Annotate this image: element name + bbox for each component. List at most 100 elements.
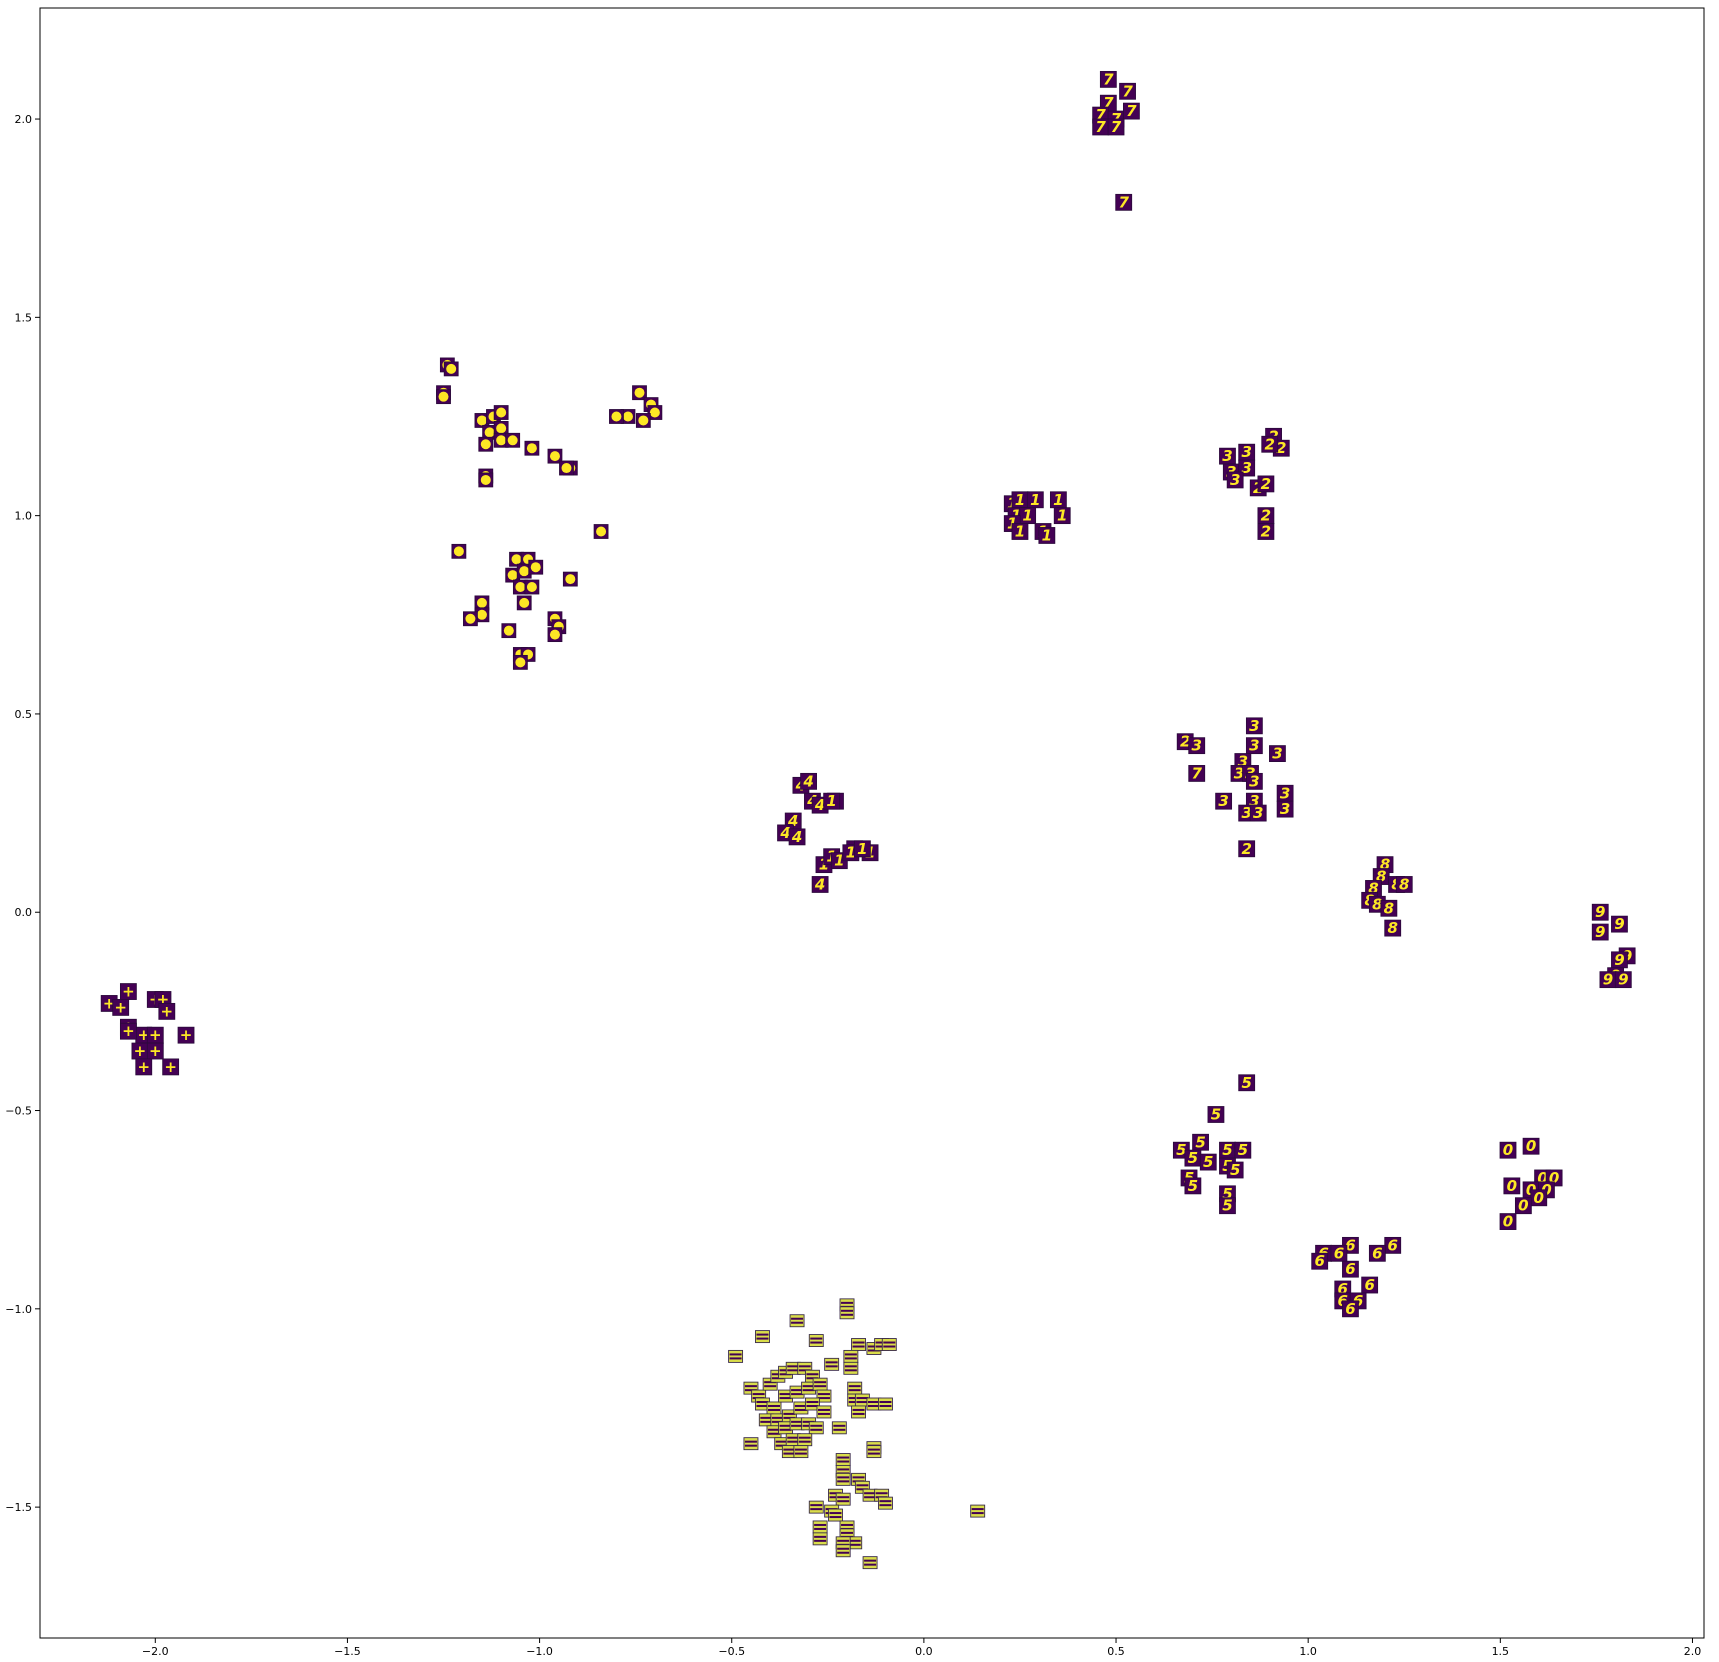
- data-point-marker: [728, 1349, 744, 1363]
- marker-bar-top: [867, 1401, 880, 1404]
- marker-digit-label: 3: [1241, 804, 1251, 822]
- marker-bar-bottom: [775, 1444, 788, 1447]
- marker-digit-label: 3: [1222, 447, 1232, 465]
- marker-dot-glyph: [549, 451, 560, 462]
- marker-thumbnail: [1361, 1276, 1379, 1294]
- marker-bar-top: [798, 1436, 811, 1439]
- marker-digit-label: 0: [1503, 1141, 1513, 1159]
- marker-thumbnail: [1330, 1244, 1348, 1262]
- marker-bar-bottom: [883, 1345, 896, 1348]
- marker-digit-label: 6: [1338, 1280, 1348, 1298]
- marker-bar-top: [848, 1397, 861, 1400]
- marker-bar-bottom: [760, 1420, 773, 1423]
- data-markers: 7777777771111111111122222222233333333333…: [100, 70, 1636, 1570]
- marker-digit-label: 3: [1230, 471, 1240, 489]
- marker-bar-top: [837, 1476, 850, 1479]
- marker-digit-label: 9: [1595, 923, 1605, 941]
- data-point-marker: [793, 1445, 809, 1459]
- data-point-marker: 6: [1368, 1244, 1386, 1262]
- marker-bar-top: [864, 1492, 877, 1495]
- marker-thumbnail: [1395, 876, 1413, 893]
- marker-bar-bottom: [779, 1373, 792, 1376]
- data-point-marker: [816, 1405, 832, 1419]
- marker-bar-bottom: [875, 1345, 888, 1348]
- data-point-marker: [766, 1401, 782, 1415]
- data-point-marker: 5: [1207, 1105, 1225, 1123]
- marker-digit-label: 3: [1238, 753, 1248, 771]
- data-point-marker: 5: [1184, 1149, 1202, 1167]
- marker-digit-label: 5: [1188, 1177, 1198, 1195]
- marker-digit-label: 1: [1030, 491, 1040, 509]
- data-point-marker: [516, 563, 532, 579]
- data-point-marker: 3: [1276, 800, 1294, 818]
- marker-digit-label: 3: [1249, 737, 1259, 755]
- marker-bar-bottom: [794, 1452, 807, 1455]
- marker-bar-bottom: [867, 1405, 880, 1408]
- marker-bar-bottom: [829, 1496, 842, 1499]
- marker-thumbnail: [789, 1314, 805, 1328]
- marker-bar-top: [817, 1393, 830, 1396]
- marker-thumbnail: [728, 1349, 744, 1363]
- marker-digit-label: 1: [1015, 491, 1025, 509]
- marker-bar-top: [810, 1424, 823, 1427]
- marker-bar-top: [744, 1385, 757, 1388]
- x-tick-label: 0.0: [915, 1645, 933, 1658]
- marker-digit-label: 4: [814, 796, 825, 814]
- data-point-marker: 1: [853, 840, 871, 858]
- x-axis: −2.0 −1.5 −1.0 −0.5 0.0 0.5 1.0 1.5 2.0: [142, 1638, 1701, 1658]
- marker-dot-glyph: [634, 387, 645, 398]
- x-tick-label: 1.0: [1299, 1645, 1317, 1658]
- data-point-marker: 2: [1257, 475, 1275, 493]
- marker-thumbnail: [808, 1334, 824, 1348]
- marker-thumbnail: [1499, 1213, 1517, 1230]
- x-tick-label: 2.0: [1684, 1645, 1702, 1658]
- data-point-marker: [478, 472, 494, 488]
- marker-bar-bottom: [779, 1397, 792, 1400]
- data-point-marker: +: [119, 1022, 137, 1040]
- marker-dot-glyph: [446, 363, 457, 374]
- marker-bar-bottom: [814, 1385, 827, 1388]
- marker-bar-top: [764, 1381, 777, 1384]
- marker-thumbnail: [1226, 1161, 1244, 1179]
- marker-thumbnail: [788, 828, 806, 846]
- data-point-marker: [851, 1338, 866, 1351]
- data-point-marker: [647, 405, 663, 420]
- marker-bar-bottom: [729, 1357, 742, 1360]
- marker-bar-bottom: [744, 1444, 757, 1447]
- marker-bar-bottom: [764, 1385, 777, 1388]
- marker-bar-bottom: [771, 1420, 784, 1423]
- marker-bar-bottom: [848, 1543, 861, 1546]
- data-point-marker: [493, 432, 509, 448]
- marker-digit-label: 3: [1249, 792, 1259, 810]
- data-point-marker: [824, 1357, 840, 1371]
- marker-thumbnail: [1261, 435, 1279, 453]
- marker-bar-bottom: [864, 1563, 877, 1566]
- marker-thumbnail: [1614, 971, 1632, 989]
- marker-bar-top: [848, 1539, 861, 1542]
- marker-bar-top: [775, 1440, 788, 1443]
- marker-digit-label: 3: [1241, 459, 1251, 477]
- marker-bar-top: [829, 1512, 842, 1515]
- y-tick-label: 0.5: [15, 708, 33, 721]
- marker-bar-top: [802, 1420, 815, 1423]
- marker-bar-bottom: [856, 1488, 869, 1491]
- marker-dot-glyph: [515, 582, 526, 593]
- marker-digit-label: 7: [1103, 70, 1114, 88]
- marker-thumbnail: [824, 1357, 840, 1371]
- marker-thumbnail: [1215, 792, 1233, 810]
- marker-bar-bottom: [744, 1389, 757, 1392]
- marker-digit-label: 3: [1249, 772, 1259, 790]
- data-point-marker: [463, 611, 478, 627]
- marker-thumbnail: [851, 1338, 866, 1351]
- marker-bar-bottom: [787, 1440, 800, 1443]
- data-point-marker: 7: [1092, 118, 1110, 136]
- marker-bar-top: [752, 1393, 765, 1396]
- marker-digit-label: 1: [1042, 526, 1052, 544]
- data-point-marker: 9: [1599, 971, 1617, 989]
- data-point-marker: 0: [1522, 1137, 1540, 1155]
- marker-thumbnail: [808, 1421, 824, 1435]
- marker-dot-glyph: [496, 435, 507, 446]
- marker-bar-top: [817, 1408, 830, 1411]
- marker-thumbnail: [1199, 1153, 1217, 1171]
- marker-digit-label: 5: [1176, 1141, 1186, 1159]
